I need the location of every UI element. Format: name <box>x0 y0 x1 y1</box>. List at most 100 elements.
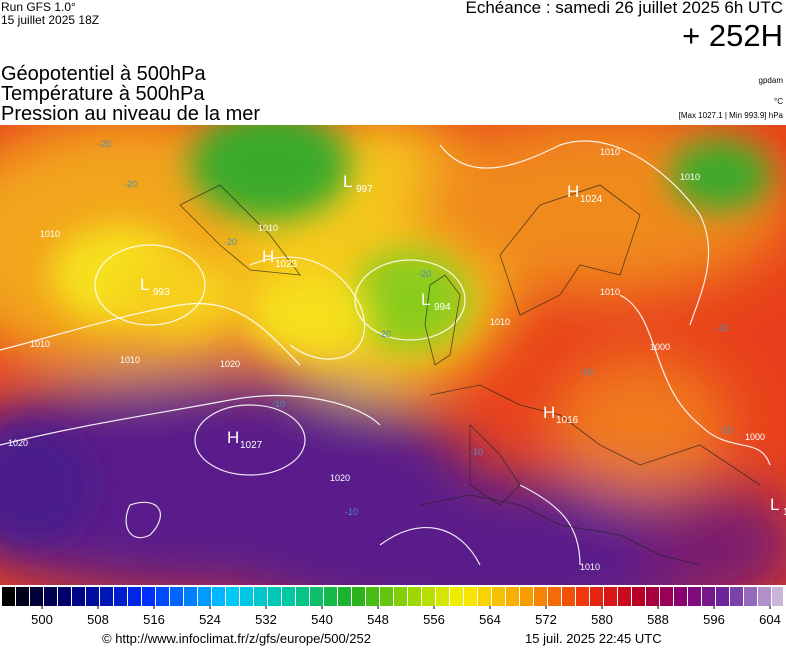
colorbar-swatch <box>170 587 183 606</box>
colorbar-tick-label: 588 <box>647 612 669 627</box>
isobar-label: 1000 <box>745 432 765 442</box>
colorbar-swatch <box>100 587 113 606</box>
colorbar-swatch <box>86 587 99 606</box>
center-letter: H <box>262 247 274 266</box>
center-value: 1024 <box>580 194 603 205</box>
temperature-label: -10 <box>470 447 483 457</box>
colorbar: 500 508 516 524 532 540 548 556 564 572 580 588 596 6… <box>2 587 783 627</box>
colorbar-tick-label: 580 <box>591 612 613 627</box>
colorbar-swatch <box>156 587 169 606</box>
temperature-label: -20 <box>124 179 137 189</box>
colorbar-swatch <box>422 587 435 606</box>
colorbar-swatch <box>618 587 631 606</box>
colorbar-swatch <box>408 587 421 606</box>
temperature-label: -10 <box>716 323 729 333</box>
colorbar-swatch <box>58 587 71 606</box>
colorbar-swatch <box>520 587 533 606</box>
isobar-label: 1010 <box>30 339 50 349</box>
temperature-label: -10 <box>272 399 285 409</box>
colorbar-swatch <box>464 587 477 606</box>
center-value: 997 <box>356 184 373 195</box>
colorbar-swatch <box>366 587 379 606</box>
center-value: 1001 <box>783 507 786 518</box>
colorbar-swatch <box>450 587 463 606</box>
temperature-label: -10 <box>720 425 733 435</box>
colorbar-tick-label: 556 <box>423 612 445 627</box>
center-value: 994 <box>434 302 451 313</box>
colorbar-swatch <box>30 587 43 606</box>
colorbar-swatch <box>562 587 575 606</box>
colorbar-swatch <box>72 587 85 606</box>
colorbar-swatch <box>296 587 309 606</box>
colorbar-swatch <box>198 587 211 606</box>
colorbar-swatch <box>688 587 701 606</box>
colorbar-swatch <box>632 587 645 606</box>
colorbar-swatch <box>324 587 337 606</box>
title: Pression au niveau de la mer <box>1 103 261 125</box>
colorbar-swatch <box>758 587 771 606</box>
isobar-label: 1020 <box>330 473 350 483</box>
colorbar-swatch <box>716 587 729 606</box>
colorbar-swatch <box>268 587 281 606</box>
temperature-label: -10 <box>580 367 593 377</box>
center-value: 993 <box>153 287 170 298</box>
colorbar-swatch <box>240 587 253 606</box>
colorbar-swatch <box>352 587 365 606</box>
colorbar-swatch <box>590 587 603 606</box>
colorbar-swatch <box>772 587 783 606</box>
colorbar-tick-label: 532 <box>255 612 277 627</box>
temperature-label: -20 <box>418 269 431 279</box>
colorbar-swatch <box>212 587 225 606</box>
colorbar-swatch <box>674 587 687 606</box>
colorbar-tick-label: 524 <box>199 612 221 627</box>
isobar-label: 1010 <box>40 229 60 239</box>
unit-label: gpdam <box>758 76 783 85</box>
isobar-label: 1020 <box>8 438 28 448</box>
colorbar-swatch <box>506 587 519 606</box>
isobar-label: 1020 <box>220 359 240 369</box>
center-letter: H <box>227 428 239 447</box>
colorbar-tick-label: 508 <box>87 612 109 627</box>
colorbar-swatch <box>604 587 617 606</box>
center-value: 1016 <box>556 415 579 426</box>
colorbar-swatch <box>478 587 491 606</box>
colorbar-swatch <box>380 587 393 606</box>
isobar-label: 1010 <box>120 355 140 365</box>
colorbar-swatch <box>576 587 589 606</box>
unit-label: [Max 1027.1 | Min 993.9] hPa <box>678 111 783 120</box>
colorbar-swatch <box>730 587 743 606</box>
colorbar-swatch <box>534 587 547 606</box>
colorbar-swatch <box>394 587 407 606</box>
forecast-time: Echéance : samedi 26 juillet 2025 6h UTC <box>465 0 783 17</box>
center-letter: L <box>770 495 779 514</box>
temperature-label: -20 <box>224 237 237 247</box>
isobar-label: 1010 <box>600 147 620 157</box>
colorbar-swatch <box>128 587 141 606</box>
colorbar-swatch <box>44 587 57 606</box>
center-value: 1027 <box>240 440 263 451</box>
colorbar-swatch <box>548 587 561 606</box>
colorbar-tick-label: 564 <box>479 612 501 627</box>
map: L997H1023L993L994H1024H1027H1016L1001101… <box>0 125 786 585</box>
colorbar-tick-label: 500 <box>31 612 53 627</box>
timestamp: 15 juil. 2025 22:45 UTC <box>525 631 662 646</box>
temperature-label: -10 <box>345 507 358 517</box>
center-letter: L <box>421 290 430 309</box>
center-letter: H <box>567 182 579 201</box>
isobar-label: 1010 <box>580 562 600 572</box>
title: Température à 500hPa <box>1 83 205 105</box>
colorbar-swatch <box>702 587 715 606</box>
unit-label: °C <box>774 97 783 106</box>
colorbar-tick-label: 596 <box>703 612 725 627</box>
center-value: 1023 <box>275 259 298 270</box>
colorbar-tick-label: 604 <box>759 612 781 627</box>
run-date: 15 juillet 2025 18Z <box>1 13 100 27</box>
colorbar-tick-label: 572 <box>535 612 557 627</box>
title: Géopotentiel à 500hPa <box>1 63 206 85</box>
colorbar-swatch <box>16 587 29 606</box>
colorbar-swatch <box>226 587 239 606</box>
temperature-label: -20 <box>98 139 111 149</box>
colorbar-swatch <box>492 587 505 606</box>
isobar-label: 1010 <box>680 172 700 182</box>
